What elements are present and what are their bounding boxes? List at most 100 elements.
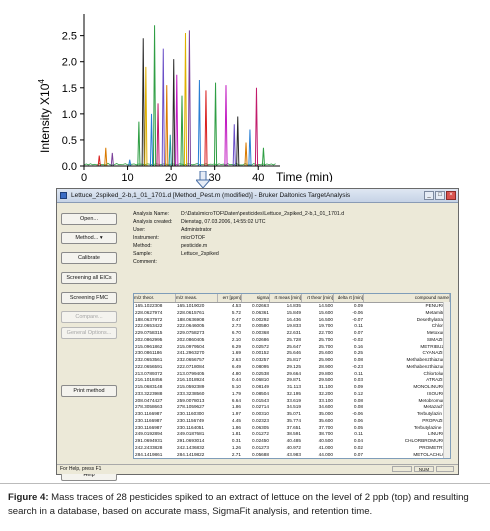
table-row[interactable]: 215.0683148 215.0592389 5.10 0.08149 31.113 3… [134, 384, 450, 391]
method-button[interactable]: Method... ▾ [61, 232, 117, 244]
status-help-text: For Help, press F1 [60, 466, 102, 472]
table-row[interactable]: 230.0861186 241.2963270 1.69 0.00152 25.646 2… [134, 350, 450, 357]
table-row[interactable]: 165.1022308 165.1019020 4.53 0.02663 14.835 1… [134, 303, 450, 310]
table-cell: 216.1018456 [135, 377, 163, 383]
table-row[interactable]: 222.0653422 222.0646005 2.73 0.00580 19.833 1… [134, 323, 450, 330]
table-cell: 233.3223988 [135, 390, 163, 396]
table-row[interactable]: 202.0862995 202.0860405 2.10 0.02686 25.728 2… [134, 337, 450, 344]
table-cell: 278.1059627 [177, 404, 205, 410]
open-button[interactable]: Open... [61, 213, 117, 225]
table-cell: 228.0627974 [135, 309, 163, 315]
table-row[interactable]: 230.1166987 230.1156749 4.45 0.02323 35.774 3… [134, 418, 450, 425]
column-header[interactable]: sigma [242, 294, 270, 302]
table-cell: 0.02538 [252, 370, 269, 376]
table-row[interactable]: 242.2433828 242.1436832 1.26 0.01273 40.972 4… [134, 445, 450, 452]
peak-mark [183, 33, 188, 167]
table-cell: Methabenzthiazuron [406, 357, 449, 362]
info-key: Instrument: [133, 235, 159, 241]
general-options-button[interactable]: General Options... [61, 327, 117, 339]
column-header[interactable]: delta rt [min] [334, 294, 364, 302]
table-cell: 165.1019020 [177, 303, 205, 308]
screening-eics-button[interactable]: Screening all EICs [61, 272, 117, 284]
table-row[interactable]: 208.0474427 259.0078013 6.64 0.01543 33.619 3… [134, 398, 450, 405]
table-cell: 1.81 [231, 431, 241, 437]
window-titlebar[interactable]: Lettuce_2spiked_2-b,1_01_1701.d [Method_… [57, 189, 458, 203]
table-row[interactable]: 284.1419861 284.1419822 2.71 0.05688 43.983 4… [134, 452, 450, 459]
peak-mark [165, 85, 169, 167]
table-cell: 35.000 [318, 411, 333, 416]
screening-fmc-button[interactable]: Screening FMC [61, 292, 117, 304]
table-cell: 222.0646005 [177, 323, 205, 329]
table-cell: 25.647 [286, 343, 301, 349]
table-cell: 230.0861186 [135, 350, 163, 356]
table-cell: 0.02663 [252, 303, 269, 308]
vertical-scrollbar[interactable] [443, 302, 450, 458]
close-button[interactable]: × [446, 191, 456, 200]
table-cell: -0.02 [352, 336, 363, 342]
column-header[interactable]: err [ppm] [218, 294, 242, 302]
table-cell: 222.0718084 [177, 363, 205, 369]
table-row[interactable]: 229.0758315 229.0758273 6.70 0.00368 22.631 2… [134, 330, 450, 337]
maximize-button[interactable]: □ [435, 191, 445, 200]
table-row[interactable]: 278.3058663 278.1059627 1.86 0.02714 34.519 3… [134, 404, 450, 411]
minimize-button[interactable]: _ [424, 191, 434, 200]
print-method-button[interactable]: Print method [61, 385, 117, 397]
table-cell: 4.80 [231, 370, 241, 376]
table-cell: 0.00368 [252, 330, 269, 335]
table-row[interactable]: 222.0656591 222.0718084 6.49 0.08095 29.125 2… [134, 364, 450, 371]
status-cell [392, 466, 412, 472]
table-cell: 38.700 [318, 431, 333, 437]
table-cell: 0.08 [353, 357, 363, 362]
y-tick-label: 2.5 [62, 31, 77, 43]
table-row[interactable]: 230.1166987 230.1160300 1.97 0.00310 35.071 3… [134, 411, 450, 418]
table-row[interactable]: 213.0789372 213.0799405 4.80 0.02538 29.664 2… [134, 371, 450, 378]
table-cell: 19.700 [318, 323, 333, 329]
table-cell: 0.00580 [252, 323, 269, 329]
table-row[interactable]: 215.0961862 215.0979504 6.29 0.02572 25.647 2… [134, 344, 450, 351]
table-cell: 0.11 [354, 431, 363, 437]
table-cell: 43.983 [286, 451, 301, 457]
table-cell: 0.02572 [252, 343, 269, 349]
table-cell: 0.47 [231, 316, 241, 322]
table-cell: 188.0637972 [135, 316, 163, 322]
table-cell: 1.79 [231, 390, 241, 396]
table-cell: 291.0694931 [135, 438, 163, 443]
table-cell: 29.125 [286, 363, 301, 369]
peak-mark [97, 155, 101, 167]
column-header[interactable]: rt meas [min] [270, 294, 302, 302]
table-cell: 38.591 [286, 431, 301, 437]
column-header[interactable]: compound name [364, 294, 450, 302]
table-row[interactable]: 230.1166987 230.1164051 1.86 0.06305 37.651 3… [134, 425, 450, 432]
table-cell: 0.01272 [252, 431, 269, 437]
chart-traces [83, 25, 276, 167]
x-axis-label: Time (min) [276, 170, 333, 182]
compare-button[interactable]: Compare... [61, 311, 117, 323]
table-cell: 0.00152 [252, 350, 269, 356]
table-row[interactable]: 233.3223988 233.3238560 1.79 0.08504 32.195 3… [134, 391, 450, 398]
y-tick-label: 0.0 [62, 161, 77, 173]
table-cell: Terbutylazin TT [417, 411, 449, 416]
table-cell: 284.1419822 [177, 451, 205, 457]
table-cell: 0.08095 [252, 363, 269, 369]
column-header[interactable]: m/z theor. [134, 294, 176, 302]
table-row[interactable]: 291.0694931 291.0693014 0.31 0.02450 40.485 4… [134, 438, 450, 445]
peak-mark [187, 30, 192, 167]
column-header[interactable]: rt theor [min] [302, 294, 334, 302]
table-cell: 208.0474427 [135, 397, 163, 403]
y-tick-label: 0.5 [62, 135, 77, 147]
down-arrow-icon [196, 171, 210, 189]
y-tick-label: 1.5 [62, 83, 77, 95]
table-row[interactable]: 228.0627974 228.0615761 5.72 0.06361 15.849 1… [134, 310, 450, 317]
table-row[interactable]: 249.0192894 249.0187681 1.81 0.01272 38.591 3… [134, 431, 450, 438]
table-cell: 22.631 [286, 330, 301, 335]
results-table[interactable]: m/z theor. m/z meas. err [ppm] sigma rt meas… [133, 293, 451, 459]
calibrate-button[interactable]: Calibrate [61, 252, 117, 264]
table-row[interactable]: 232.0653561 232.0656757 2.63 0.03257 25.817 2… [134, 357, 450, 364]
table-row[interactable]: 188.0637972 188.0636908 0.47 0.00292 16.436 1… [134, 317, 450, 324]
table-cell: 241.2963270 [177, 350, 205, 356]
table-cell: 25.600 [318, 350, 333, 356]
table-cell: 31.100 [318, 384, 333, 389]
column-header[interactable]: m/z meas. [176, 294, 218, 302]
table-row[interactable]: 216.1018456 216.1018924 0.44 0.06810 29.871 2… [134, 377, 450, 384]
peak-mark [197, 79, 202, 167]
